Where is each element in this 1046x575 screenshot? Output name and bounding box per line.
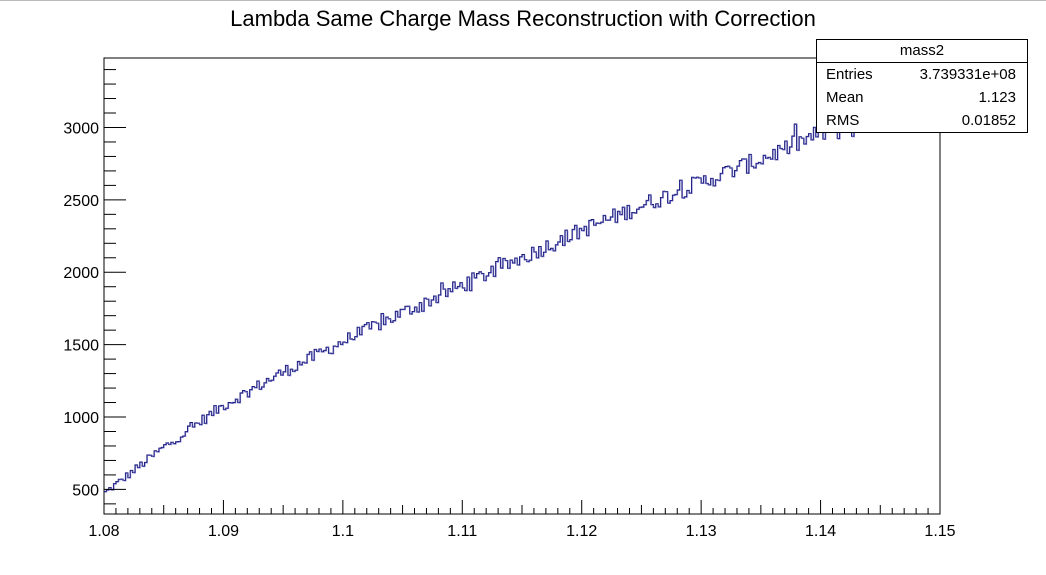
stats-histogram-name: mass2 — [817, 40, 1027, 63]
y-tick-label: 500 — [72, 482, 99, 499]
histogram-series — [104, 120, 865, 493]
x-axis-ticks: 1.08 1.09 1.1 1.11 1.12 1.13 1.14 1.15 — [88, 500, 956, 540]
stats-mean-label: Mean — [826, 89, 864, 106]
y-axis-ticks: 500 1000 1500 2000 2500 3000 — [63, 69, 126, 505]
y-tick-label: 1500 — [63, 338, 99, 355]
stats-row-entries: Entries 3.739331e+08 — [817, 63, 1027, 86]
histogram-line — [104, 120, 864, 493]
x-tick-label: 1.09 — [208, 523, 239, 540]
stats-rms-value: 0.01852 — [961, 112, 1016, 129]
y-tick-label: 3000 — [63, 120, 99, 137]
stats-box: mass2 Entries 3.739331e+08 Mean 1.123 RM… — [816, 39, 1028, 133]
stats-mean-value: 1.123 — [978, 89, 1016, 106]
y-tick-label: 2500 — [63, 193, 99, 210]
x-tick-label: 1.11 — [447, 523, 477, 540]
stats-rms-label: RMS — [826, 112, 860, 129]
stats-entries-value: 3.739331e+08 — [919, 66, 1016, 83]
chart-title: Lambda Same Charge Mass Reconstruction w… — [230, 6, 816, 31]
x-tick-label: 1.13 — [686, 523, 717, 540]
stats-row-rms: RMS 0.01852 — [817, 109, 1027, 132]
y-tick-label: 2000 — [63, 265, 99, 282]
stats-row-mean: Mean 1.123 — [817, 86, 1027, 109]
x-tick-label: 1.14 — [805, 523, 836, 540]
x-tick-label: 1.15 — [924, 523, 955, 540]
stats-entries-label: Entries — [826, 66, 873, 83]
x-tick-label: 1.08 — [88, 523, 119, 540]
x-tick-label: 1.12 — [566, 523, 597, 540]
histogram-line-shadow — [104, 121, 865, 493]
y-tick-label: 1000 — [63, 410, 99, 427]
x-tick-label: 1.1 — [332, 523, 354, 540]
